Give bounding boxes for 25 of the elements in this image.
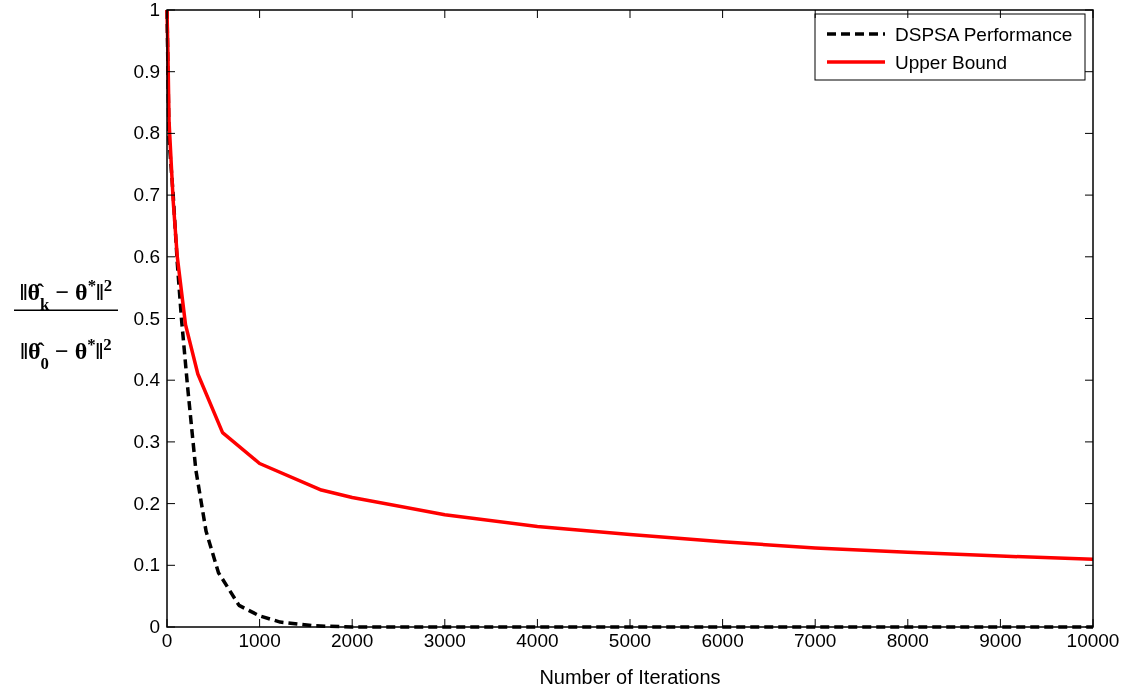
y-tick-label: 0.8: [133, 122, 160, 144]
legend-label: Upper Bound: [895, 52, 1007, 73]
y-tick-label: 0: [149, 616, 160, 637]
x-tick-label: 8000: [886, 630, 929, 651]
x-tick-label: 4000: [516, 630, 559, 651]
x-axis-title: Number of Iterations: [539, 666, 721, 688]
y-tick-label: 1: [149, 0, 160, 20]
legend-label: DSPSA Performance: [895, 24, 1073, 45]
x-tick-label: 2000: [331, 630, 374, 651]
x-tick-label: 3000: [423, 630, 466, 651]
y-tick-label: 0.2: [133, 492, 160, 514]
y-tick-label: 0.3: [133, 430, 160, 452]
x-tick-label: 7000: [794, 630, 837, 651]
y-tick-label: 0.9: [133, 60, 160, 82]
y-tick-label: 0.5: [133, 307, 160, 329]
x-tick-label: 5000: [608, 630, 652, 651]
y-tick-label: 0.4: [133, 369, 161, 391]
x-tick-label: 9000: [979, 630, 1022, 651]
y-tick-label: 0.7: [133, 184, 160, 206]
x-tick-label: 1000: [238, 630, 281, 651]
text: ‖θ̂$_{k}$ − θ$^{*}$‖$^{2}$ ‖θ̂$_{0}$ − θ$^{*}$‖$^{2}$: [19, 275, 113, 373]
y-tick-label: 0.1: [133, 554, 160, 576]
x-tick-label: 10000: [1066, 630, 1120, 651]
x-tick-label: 6000: [701, 630, 744, 651]
y-tick-label: 0.6: [133, 245, 160, 267]
